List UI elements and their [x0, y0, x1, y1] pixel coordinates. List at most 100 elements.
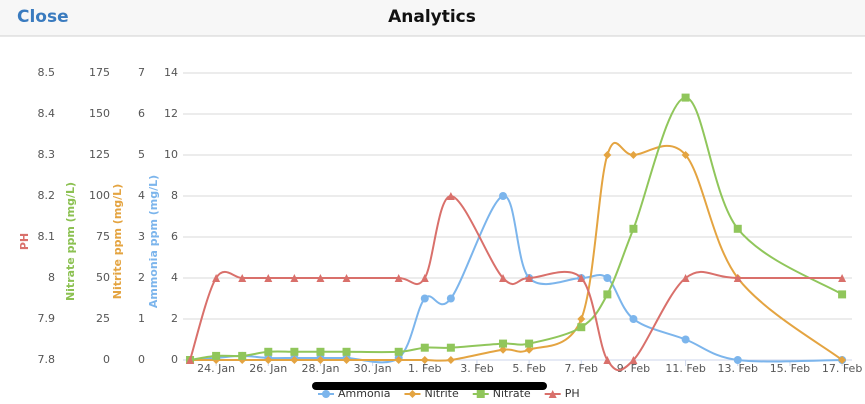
data-point [681, 93, 690, 102]
data-point [446, 356, 455, 364]
y-tick-label: 8 [171, 189, 178, 202]
legend-label: Nitrite [424, 387, 458, 400]
data-point [316, 356, 325, 364]
x-tick-label: 30. Jan [354, 362, 392, 375]
y-tick-label: 4 [171, 271, 178, 284]
data-point [420, 356, 429, 364]
y-tick-label: 12 [164, 107, 178, 120]
y-tick-label: 6 [171, 230, 178, 243]
y-tick-label: 8.1 [38, 230, 56, 243]
y-tick-label: 100 [89, 189, 110, 202]
legend-label: Nitrate [493, 387, 531, 400]
data-point [446, 192, 455, 200]
x-tick-label: 7. Feb [565, 362, 598, 375]
y-tick-label: 10 [164, 148, 178, 161]
y-tick-label: 2 [138, 271, 145, 284]
y-tick-label: 2 [171, 312, 178, 325]
close-button[interactable]: Close [17, 7, 69, 27]
data-point [212, 351, 221, 360]
data-point [577, 274, 586, 282]
data-point [476, 390, 485, 398]
y-tick-label: 25 [96, 312, 110, 325]
y-tick-label: 8.3 [38, 148, 56, 161]
y-tick-label: 0 [138, 353, 145, 366]
data-point [238, 351, 247, 360]
data-point [420, 294, 429, 303]
series-line [189, 195, 843, 364]
data-point [394, 347, 403, 356]
data-point [342, 356, 351, 364]
y-tick-label: 175 [89, 66, 110, 79]
data-point [525, 274, 534, 282]
y-axis-title: Ammonia ppm (mg/L) [147, 175, 160, 308]
data-point [603, 290, 612, 299]
data-point [342, 274, 351, 282]
y-tick-label: 8.2 [38, 189, 56, 202]
data-point [420, 343, 429, 352]
data-point [499, 274, 508, 282]
x-tick-label: 24. Jan [197, 362, 235, 375]
data-point [446, 343, 455, 352]
y-tick-label: 75 [96, 230, 110, 243]
data-point [838, 356, 847, 364]
x-tick-label: 1. Feb [408, 362, 441, 375]
data-point [290, 274, 299, 282]
y-tick-label: 14 [164, 66, 178, 79]
y-tick-label: 6 [138, 107, 145, 120]
y-tick-label: 0 [171, 353, 178, 366]
data-point [264, 356, 273, 364]
data-point [838, 290, 847, 299]
x-tick-label: 3. Feb [460, 362, 493, 375]
data-point [681, 335, 690, 344]
x-tick-label: 17. Feb [822, 362, 862, 375]
data-point [681, 274, 690, 282]
y-tick-label: 5 [138, 148, 145, 161]
data-point [322, 390, 330, 398]
data-point [577, 323, 586, 332]
data-point [733, 224, 742, 233]
header-bar [0, 0, 865, 36]
y-tick-label: 3 [138, 230, 145, 243]
data-point [238, 274, 247, 282]
y-axis-title: Nitrate ppm (mg/L) [64, 182, 77, 301]
y-tick-label: 8.5 [38, 66, 56, 79]
y-tick-label: 150 [89, 107, 110, 120]
data-point [186, 356, 195, 364]
x-tick-label: 9. Feb [617, 362, 650, 375]
data-point [290, 356, 299, 364]
data-point [446, 294, 455, 303]
data-point [733, 356, 742, 364]
x-tick-label: 5. Feb [512, 362, 545, 375]
x-tick-label: 28. Jan [301, 362, 339, 375]
x-tick-label: 13. Feb [718, 362, 758, 375]
data-point [603, 151, 612, 159]
data-point [629, 356, 638, 364]
data-point [264, 347, 273, 356]
y-tick-label: 7.9 [38, 312, 56, 325]
x-tick-label: 11. Feb [665, 362, 705, 375]
screen-title: Analytics [388, 7, 476, 27]
y-tick-label: 1 [138, 312, 145, 325]
data-point [499, 192, 508, 200]
data-point [733, 274, 742, 282]
redaction-bar [312, 382, 547, 390]
data-point [316, 274, 325, 282]
data-point [525, 339, 534, 348]
y-tick-label: 8 [48, 271, 55, 284]
chart: 7.87.988.18.28.38.48.5PH0255075100125150… [18, 66, 862, 400]
data-point [629, 151, 638, 159]
data-point [420, 274, 429, 282]
data-point [394, 274, 403, 282]
data-point [525, 345, 534, 354]
x-tick-label: 26. Jan [249, 362, 287, 375]
data-point [316, 347, 325, 356]
data-point [681, 151, 690, 159]
y-tick-label: 50 [96, 271, 110, 284]
y-axis-title: Nitrite ppm (mg/L) [111, 184, 124, 299]
data-point [290, 347, 299, 356]
series-line [190, 141, 843, 362]
data-point [394, 356, 403, 364]
y-tick-label: 8.4 [38, 107, 56, 120]
